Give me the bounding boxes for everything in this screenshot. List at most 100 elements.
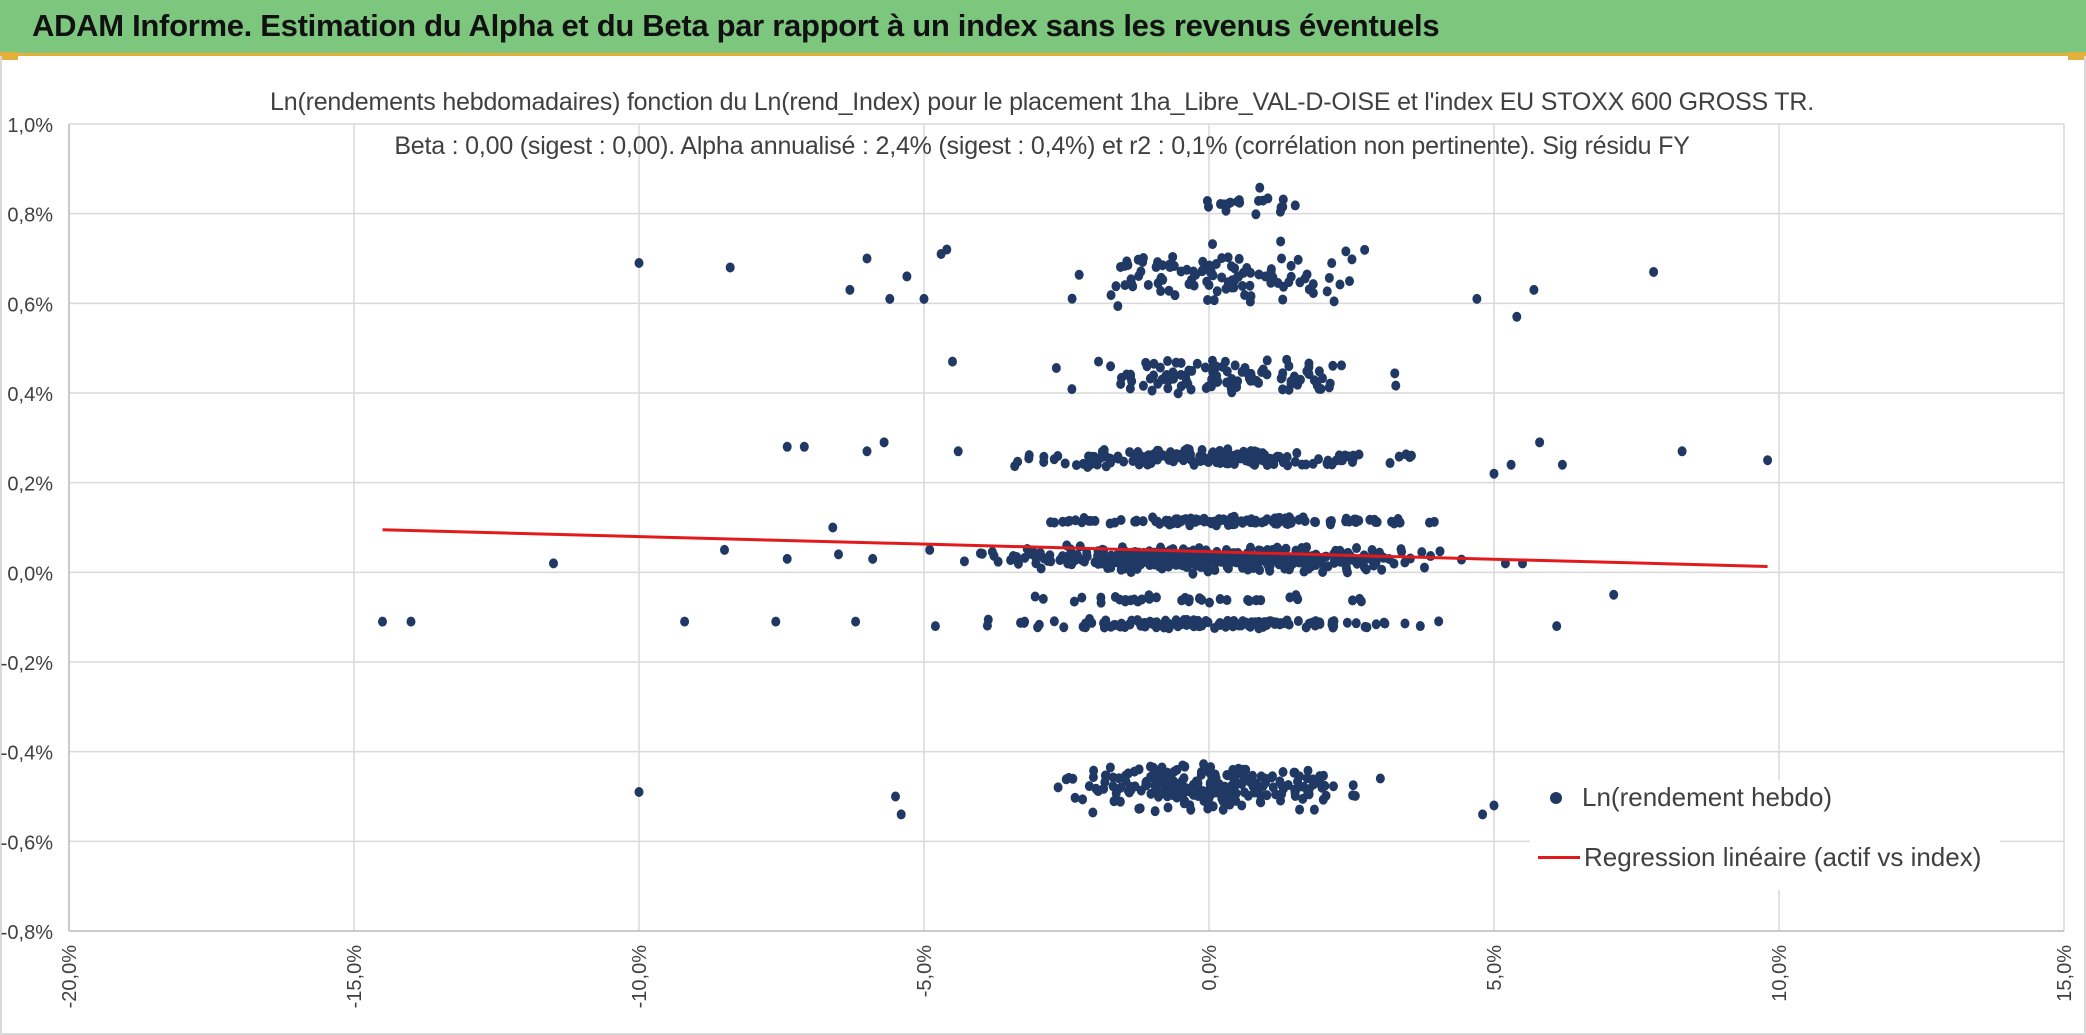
scatter-point: [1248, 770, 1258, 781]
scatter-point: [1160, 615, 1170, 626]
scatter-point: [1056, 553, 1066, 564]
scatter-point: [1067, 384, 1077, 395]
scatter-point: [1117, 554, 1127, 565]
scatter-point: [1609, 589, 1619, 600]
scatter-point: [1229, 451, 1239, 462]
scatter-point: [1272, 542, 1282, 553]
scatter-point: [1348, 790, 1358, 801]
scatter-point: [1125, 383, 1135, 394]
scatter-point: [1151, 782, 1161, 793]
scatter-point: [1053, 451, 1063, 462]
scatter-point: [1232, 768, 1242, 779]
line-layer: [382, 528, 1768, 569]
scatter-point: [1151, 592, 1161, 603]
scatter-point: [1348, 515, 1358, 526]
report-title: ADAM Informe. Estimation du Alpha et du …: [32, 8, 1440, 43]
scatter-point: [1212, 457, 1222, 468]
scatter-point: [1255, 565, 1265, 576]
scatter-point: [1215, 594, 1225, 605]
scatter-point: [1309, 804, 1319, 815]
scatter-point: [1266, 264, 1276, 275]
scatter-point: [1223, 458, 1233, 469]
scatter-point: [1162, 767, 1172, 778]
scatter-point: [1308, 458, 1318, 469]
scatter-point: [1096, 597, 1106, 608]
scatter-point: [1327, 258, 1337, 269]
scatter-point: [1290, 767, 1300, 778]
scatter-point: [1245, 296, 1255, 307]
scatter-point: [1020, 552, 1030, 563]
scatter-point: [1067, 293, 1077, 304]
scatter-point: [1079, 556, 1089, 567]
scatter-point: [1763, 455, 1773, 466]
scatter-point: [1310, 516, 1320, 527]
scatter-point: [1203, 294, 1213, 305]
scatter-point: [1278, 384, 1288, 395]
scatter-point: [902, 271, 912, 282]
scatter-point: [1204, 260, 1214, 271]
corner-mark-right: [2068, 52, 2086, 60]
y-tick-label: -0,4%: [1, 743, 53, 765]
y-tick-label: 1,0%: [7, 115, 53, 137]
scatter-point: [1529, 284, 1539, 295]
scatter-point: [1557, 459, 1567, 470]
scatter-point: [1141, 780, 1151, 791]
scatter-point: [1179, 773, 1189, 784]
scatter-point: [1390, 368, 1400, 379]
scatter-point: [1183, 378, 1193, 389]
scatter-point: [1138, 516, 1148, 527]
scatter-point: [1285, 592, 1295, 603]
scatter-point: [1307, 551, 1317, 562]
scatter-point: [1258, 781, 1268, 792]
scatter-point: [1049, 616, 1059, 627]
scatter-point: [1111, 281, 1121, 292]
y-tick-label: 0,4%: [7, 384, 53, 406]
scatter-point: [1335, 279, 1345, 290]
scatter-point: [1088, 807, 1098, 818]
scatter-point: [1277, 372, 1287, 383]
scatter-point: [1130, 556, 1140, 567]
scatter-point: [1210, 565, 1220, 576]
scatter-point: [1077, 517, 1087, 528]
scatter-point: [1246, 267, 1256, 278]
scatter-point: [1235, 197, 1245, 208]
x-tick-label: -5,0%: [914, 945, 936, 997]
scatter-point: [1293, 254, 1303, 265]
scatter-point: [1269, 459, 1279, 470]
scatter-point: [1278, 194, 1288, 205]
scatter-point: [1208, 270, 1218, 281]
scatter-point: [1193, 620, 1203, 631]
scatter-point: [1092, 459, 1102, 470]
scatter-point: [1105, 762, 1115, 773]
scatter-point: [1395, 517, 1405, 528]
scatter-point: [1215, 199, 1225, 210]
x-tick-label: 10,0%: [1769, 945, 1791, 1002]
scatter-point: [1348, 454, 1358, 465]
scatter-point: [1064, 515, 1074, 526]
y-tick-label: 0,6%: [7, 294, 53, 316]
scatter-point: [1230, 263, 1240, 274]
header-banner: ADAM Informe. Estimation du Alpha et du …: [0, 0, 2086, 56]
scatter-point: [1552, 621, 1562, 632]
scatter-point: [989, 550, 999, 561]
x-tick-label: -15,0%: [344, 945, 366, 1009]
scatter-point: [983, 614, 993, 625]
scatter-point: [1203, 803, 1213, 814]
scatter-point: [1116, 618, 1126, 629]
scatter-point: [1324, 272, 1334, 283]
scatter-point: [1284, 384, 1294, 395]
scatter-point: [1043, 555, 1053, 566]
scatter-point: [1154, 450, 1164, 461]
scatter-point: [1154, 791, 1164, 802]
scatter-point: [1008, 551, 1018, 562]
scatter-point: [1478, 809, 1488, 820]
scatter-point: [1120, 280, 1130, 291]
scatter-point: [1209, 295, 1219, 306]
scatter-point: [1110, 552, 1120, 563]
scatter-point: [1210, 623, 1220, 634]
scatter-point: [634, 257, 644, 268]
scatter-point: [919, 293, 929, 304]
scatter-point: [1327, 619, 1337, 630]
scatter-point: [1244, 595, 1254, 606]
scatter-point: [1227, 282, 1237, 293]
